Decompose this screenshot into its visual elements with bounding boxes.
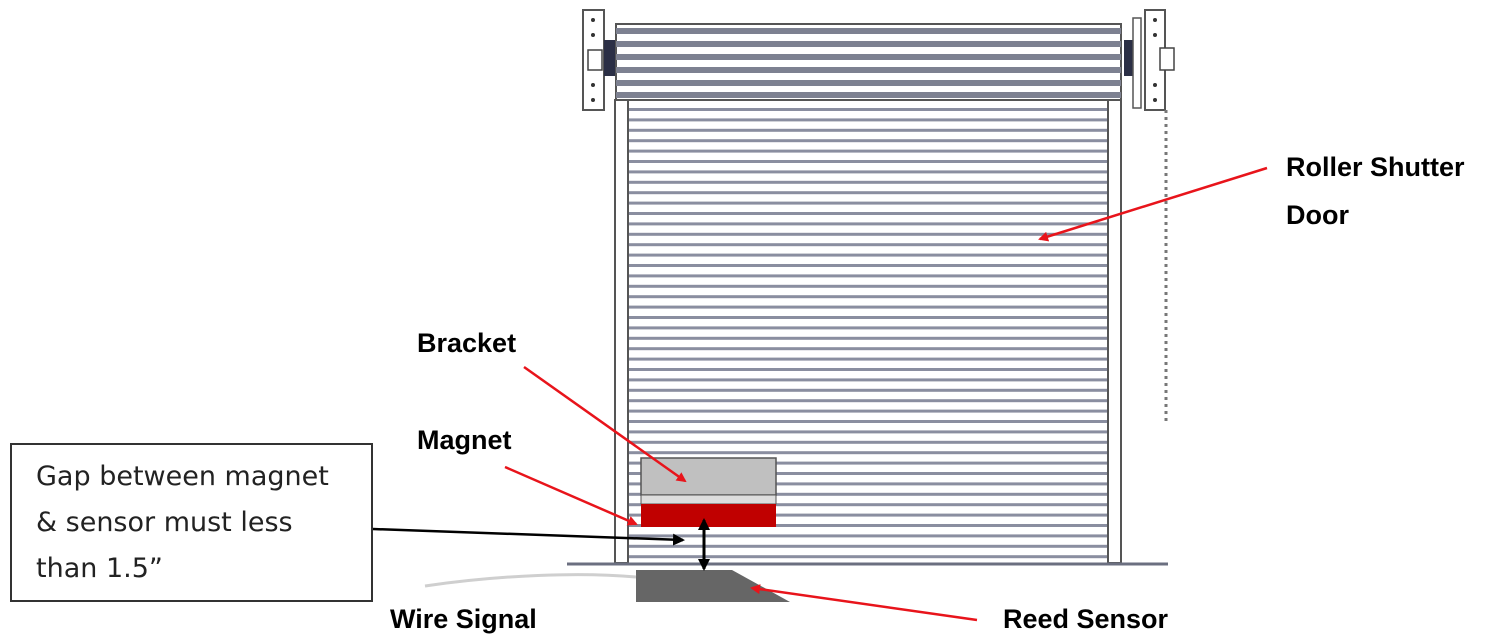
shutter-slat	[629, 524, 1107, 527]
shutter-slat	[629, 170, 1107, 174]
shutter-slat	[629, 222, 1107, 226]
shutter-slat	[629, 139, 1107, 143]
shutter-slat	[629, 264, 1107, 267]
bracket-label: Bracket	[417, 328, 517, 358]
shutter-slat	[629, 149, 1107, 153]
shutter-slat	[629, 399, 1107, 403]
shutter-slat	[629, 336, 1107, 340]
shutter-slat	[629, 316, 1107, 319]
shutter-slat	[629, 326, 1107, 330]
right-door-guide	[1107, 99, 1122, 564]
shutter-slat	[629, 378, 1107, 382]
right-mount-bracket	[1124, 9, 1175, 111]
shutter-slat	[629, 108, 1107, 111]
roller-shutter-label-line1: Roller Shutter	[1286, 152, 1465, 182]
magnet-label: Magnet	[417, 425, 512, 455]
shutter-slat	[629, 430, 1107, 434]
shutter-slat	[629, 274, 1107, 278]
shutter-slat	[629, 295, 1107, 299]
shutter-slat	[629, 409, 1107, 413]
shutter-slat	[629, 243, 1107, 247]
shutter-slat	[629, 461, 1107, 465]
shutter-curtain	[629, 102, 1107, 562]
shutter-slat	[629, 482, 1107, 486]
roller-shutter-label-line2: Door	[1286, 200, 1349, 230]
wire-signal-line	[424, 573, 637, 588]
shutter-slat	[629, 212, 1107, 215]
shutter-slat	[629, 503, 1107, 507]
left-door-guide	[614, 99, 629, 564]
magnet-arrow	[504, 465, 638, 526]
gap-note-line2: & sensor must less	[36, 507, 293, 538]
shutter-slat	[629, 191, 1107, 195]
magnet-block	[641, 504, 776, 527]
gap-note-line3: than 1.5”	[36, 553, 163, 584]
shutter-slat	[629, 440, 1107, 444]
roll-housing	[615, 23, 1122, 101]
shutter-slat	[629, 347, 1107, 351]
reed-sensor-label: Reed Sensor	[1003, 604, 1169, 634]
shutter-slat	[629, 232, 1107, 236]
shutter-slat	[629, 451, 1107, 455]
shutter-slat	[629, 284, 1107, 288]
gap-note-box: Gap between magnet & sensor must less th…	[10, 443, 373, 602]
note-pointer-arrow	[372, 527, 685, 546]
bracket-strip	[640, 494, 777, 505]
shutter-slat	[629, 118, 1107, 122]
reed-sensor-arrow	[750, 584, 978, 622]
shutter-slat	[629, 357, 1107, 361]
shutter-slat	[629, 388, 1107, 392]
bracket-arrow	[523, 365, 687, 483]
shutter-slat	[629, 180, 1107, 184]
shutter-slat	[629, 492, 1107, 496]
shutter-slat	[629, 472, 1107, 475]
shutter-slat	[629, 368, 1107, 371]
shutter-slat	[629, 128, 1107, 132]
shutter-slat	[629, 534, 1107, 538]
wire-signal-label: Wire Signal	[390, 604, 537, 634]
left-mount-bracket	[582, 9, 618, 111]
shutter-slat	[629, 544, 1107, 548]
reed-sensor-shape	[636, 570, 790, 602]
shutter-slat	[629, 201, 1107, 205]
shutter-slat	[629, 160, 1107, 163]
shutter-slat	[629, 305, 1107, 309]
gap-note-line1: Gap between magnet	[36, 461, 329, 492]
shutter-slat	[629, 420, 1107, 423]
bracket-block	[640, 457, 777, 496]
shutter-slat	[629, 253, 1107, 257]
shutter-slat	[629, 513, 1107, 517]
roller-shutter-arrow	[1038, 166, 1268, 242]
shutter-slat	[629, 555, 1107, 559]
